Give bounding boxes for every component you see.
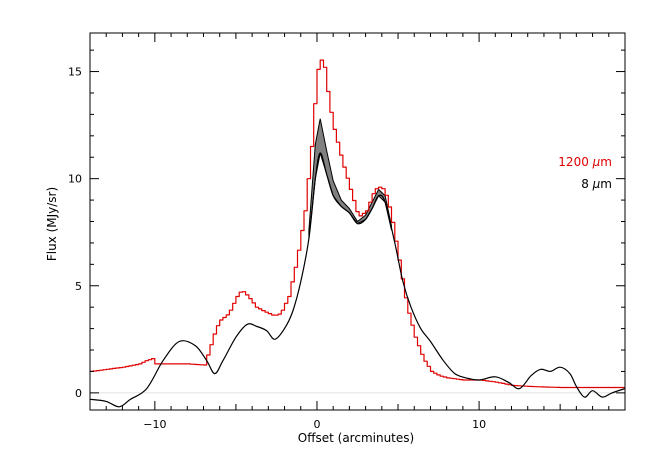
y-tick-label: 0 [75,387,82,400]
uncertainty-band [308,118,392,239]
x-axis-title: Offset (arcminutes) [298,431,414,445]
x-tick-label: 0 [313,418,320,431]
x-tick-label: 10 [472,418,486,431]
legend: 1200 µm 8 µm [558,155,612,191]
y-axis-title: Flux (MJy/sr) [45,187,59,261]
series-line-1 [90,152,625,408]
plot-area [90,59,625,408]
series-line-0 [90,59,625,389]
legend-entry-0: 1200 µm [558,155,612,169]
legend-entry-1: 8 µm [581,177,612,191]
y-tick-label: 10 [68,173,82,186]
x-tick-label: −10 [143,418,166,431]
axes: −10 0 10 0 5 10 15 [68,32,626,431]
y-tick-label: 15 [68,66,82,79]
y-tick-label: 5 [75,280,82,293]
